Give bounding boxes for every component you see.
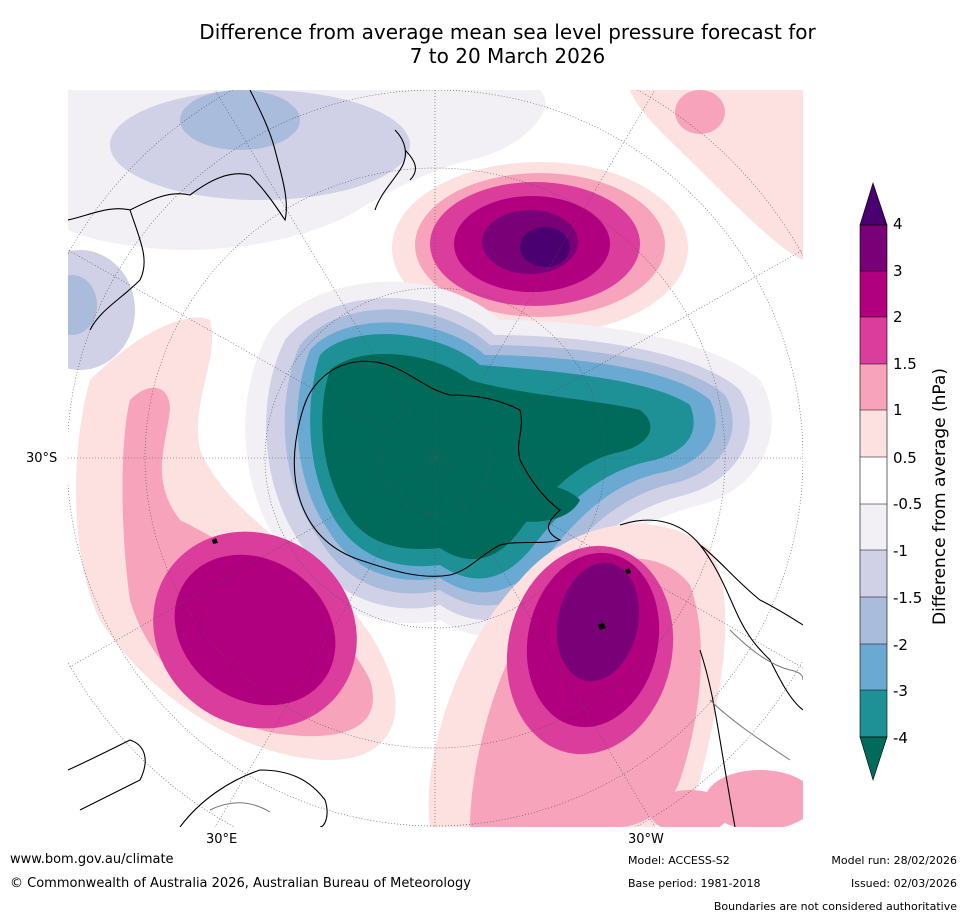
colorbar-under-arrow bbox=[859, 736, 888, 782]
graticule bbox=[68, 90, 803, 827]
footer-url: www.bom.gov.au/climate bbox=[10, 852, 174, 867]
lat-label-30s: 30°S bbox=[26, 451, 58, 466]
lon-label-30e: 30°E bbox=[206, 832, 238, 847]
australia-coast bbox=[68, 90, 287, 222]
footer-disclaimer: Boundaries are not considered authoritat… bbox=[713, 900, 957, 913]
colorbar-tick-1: 1 bbox=[893, 401, 903, 419]
footer-copyright: © Commonwealth of Australia 2026, Austra… bbox=[10, 876, 471, 891]
footer-base-period: Base period: 1981-2018 bbox=[628, 877, 761, 890]
island-atlantic bbox=[598, 622, 606, 630]
new-zealand-coast bbox=[374, 129, 416, 211]
south-america-coast bbox=[619, 519, 803, 711]
africa-coast bbox=[68, 739, 328, 827]
footer-model-run: Model run: 28/02/2026 bbox=[831, 854, 957, 867]
low-pressure-anomaly-antarctica bbox=[245, 281, 772, 637]
colorbar-tick-neg-4: -4 bbox=[893, 729, 908, 747]
footer-issued: Issued: 02/03/2026 bbox=[850, 877, 957, 890]
island-indian-ocean bbox=[212, 538, 218, 544]
colorbar-tick-neg-1: -1 bbox=[893, 542, 908, 560]
lon-label-30w: 30°W bbox=[628, 832, 664, 847]
colorbar-tick-0-5: 0.5 bbox=[893, 449, 917, 467]
title-line-2: 7 to 20 March 2026 bbox=[409, 44, 606, 68]
coastlines bbox=[68, 90, 803, 827]
colorbar-tick-3: 3 bbox=[893, 262, 903, 280]
title-line-1: Difference from average mean sea level p… bbox=[199, 20, 816, 44]
colorbar-tick-neg-3: -3 bbox=[893, 682, 908, 700]
footer-model: Model: ACCESS-S2 bbox=[628, 854, 730, 867]
antarctica-coast bbox=[293, 360, 562, 577]
colorbar-tick-1-5: 1.5 bbox=[893, 355, 917, 373]
colorbar bbox=[859, 182, 888, 782]
colorbar-title: Difference from average (hPa) bbox=[930, 368, 950, 625]
chart-title: Difference from average mean sea level p… bbox=[0, 20, 965, 68]
colorbar-tick-neg-0-5: -0.5 bbox=[893, 495, 923, 513]
colorbar-over-arrow bbox=[859, 182, 888, 226]
colorbar-tick-4: 4 bbox=[893, 215, 903, 233]
colorbar-tick-2: 2 bbox=[893, 308, 903, 326]
high-pressure-anomaly-indian-ocean bbox=[76, 317, 396, 760]
pos-anomaly-northeast bbox=[630, 90, 803, 260]
colorbar-tick-neg-2: -2 bbox=[893, 636, 908, 654]
high-pressure-anomaly-south-atlantic bbox=[428, 523, 803, 827]
colorbar-tick-neg-1-5: -1.5 bbox=[893, 589, 923, 607]
